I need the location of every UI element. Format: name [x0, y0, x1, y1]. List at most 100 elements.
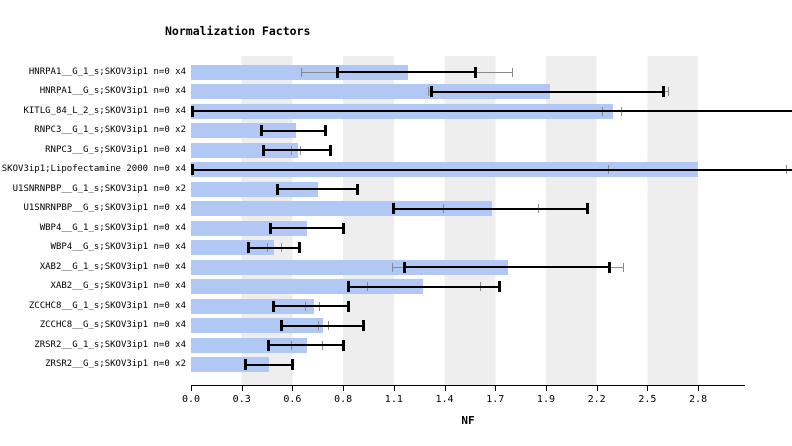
tick-label: 2.5 [638, 394, 657, 405]
tick-mark [647, 386, 649, 391]
error-bar [268, 227, 345, 229]
row-label: XAB2__G_1_s;SKOV3ip1 n=0 x4 [39, 261, 186, 272]
secondary-error-cap [301, 67, 303, 77]
tick-label: 2.2 [587, 394, 606, 405]
secondary-error-cap [668, 87, 670, 96]
error-cap [247, 242, 251, 253]
error-bar [267, 344, 345, 346]
chart-title: Normalization Factors [165, 24, 311, 38]
error-cap [608, 261, 612, 273]
error-cap [261, 144, 265, 156]
error-bar [272, 305, 351, 307]
error-bar [402, 266, 612, 268]
tick-label: 0.3 [232, 394, 251, 405]
row-label: WBP4__G_s;SKOV3ip1 n=0 x4 [50, 242, 186, 252]
bar [191, 201, 492, 216]
error-cap [356, 183, 360, 195]
error-cap [346, 281, 350, 292]
row-label: ZRSR2__G_1_s;SKOV3ip1 n=0 x4 [34, 339, 186, 350]
error-cap [341, 339, 345, 351]
bar [191, 318, 324, 333]
error-cap [402, 261, 406, 273]
tick-label: 1.7 [486, 394, 505, 405]
bar [191, 123, 297, 138]
row-label: ZRSR2__G_s;SKOV3ip1 n=0 x2 [45, 359, 186, 369]
bar [191, 64, 409, 80]
row-label: U1SNRNPBP__G_1_s;SKOV3ip1 n=0 x2 [12, 183, 186, 194]
tick-mark [545, 386, 547, 391]
tick-label: 0.0 [181, 394, 201, 405]
row-label: HNRPA1__G_1_s;SKOV3ip1 n=0 x4 [28, 66, 186, 77]
error-cap [267, 339, 271, 351]
secondary-error-cap [512, 67, 514, 77]
error-cap [586, 203, 590, 214]
error-cap [298, 242, 302, 253]
error-cap [259, 125, 263, 136]
tick-mark [343, 386, 345, 391]
row-label: ZCCHC8__G_s;SKOV3ip1 n=0 x4 [39, 320, 186, 330]
row-label: U1SNRNPBP__G_s;SKOV3ip1 n=0 x4 [23, 203, 186, 213]
error-bar [191, 110, 792, 112]
tick-mark [495, 386, 497, 391]
error-cap [268, 222, 272, 234]
row-label: XAB2__G_s;SKOV3ip1 n=0 x4 [50, 281, 186, 291]
error-cap [191, 164, 194, 175]
row-label: ZCCHC8__G_1_s;SKOV3ip1 n=0 x4 [28, 300, 186, 311]
error-cap [430, 86, 434, 97]
error-cap [497, 281, 501, 292]
bar [191, 357, 269, 372]
error-bar [335, 71, 478, 73]
bar [191, 142, 298, 158]
plot-area [191, 56, 792, 385]
secondary-error-cap [392, 262, 394, 272]
error-cap [276, 183, 280, 195]
bar [191, 84, 550, 99]
x-axis-line [191, 385, 745, 386]
bar [191, 259, 508, 275]
tick-mark [698, 386, 700, 391]
secondary-error-cap [622, 262, 624, 272]
row-label: SKOV3ip1;Lipofectamine 2000 n=0 x4 [1, 164, 186, 174]
error-cap [347, 300, 351, 312]
bar [191, 298, 315, 314]
error-cap [335, 66, 339, 78]
error-bar [243, 363, 295, 366]
tick-label: 1.1 [384, 394, 403, 405]
bar [191, 279, 423, 294]
row-label: RNPC3__G_s;SKOV3ip1 n=0 x4 [45, 144, 186, 155]
tick-mark [393, 386, 395, 391]
tick-label: 0.6 [283, 394, 302, 405]
tick-mark [191, 386, 192, 391]
bar [191, 337, 307, 353]
bar [191, 220, 307, 236]
tick-label: 2.8 [689, 394, 708, 405]
error-cap [474, 66, 478, 78]
error-cap [279, 320, 283, 331]
error-bar [247, 246, 302, 249]
tick-label: 1.9 [536, 394, 555, 405]
tick-mark [596, 386, 598, 391]
error-cap [341, 222, 345, 234]
error-bar [261, 149, 333, 151]
error-cap [291, 359, 295, 370]
tick-mark [292, 386, 294, 391]
error-bar [346, 285, 501, 288]
tick-label: 1.4 [435, 394, 454, 405]
row-label: RNPC3__G_1_s;SKOV3ip1 n=0 x2 [34, 125, 186, 135]
error-cap [323, 125, 327, 136]
secondary-error-cap [428, 87, 430, 96]
error-cap [329, 144, 333, 156]
row-label: WBP4__G_1_s;SKOV3ip1 n=0 x4 [39, 222, 186, 233]
error-bar [259, 129, 327, 132]
error-bar [191, 168, 792, 171]
error-bar [276, 188, 360, 190]
error-cap [272, 300, 276, 312]
row-label: KITLG_84_L_2_s;SKOV3ip1 n=0 x4 [23, 105, 186, 116]
error-cap [662, 86, 666, 97]
bar [191, 181, 318, 197]
tick-mark [241, 386, 243, 391]
error-cap [361, 320, 365, 331]
error-cap [392, 203, 396, 214]
error-bar [392, 207, 590, 210]
